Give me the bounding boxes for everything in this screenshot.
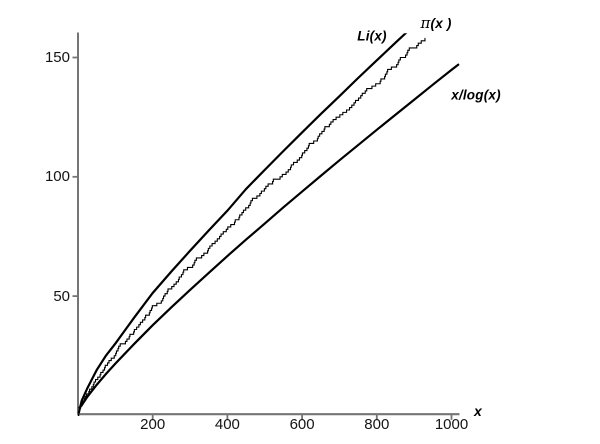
axes [72, 32, 460, 420]
xlog-curve [77, 63, 460, 410]
y-tick-label: 150 [44, 49, 70, 66]
pi-args: (x ) [430, 16, 452, 31]
x-tick-label: 800 [364, 416, 390, 433]
x-axis-title: x [474, 403, 482, 419]
y-tick-label: 50 [53, 287, 70, 305]
pi-symbol: π [420, 14, 431, 32]
pi-curve [78, 37, 426, 416]
curves [77, 33, 460, 416]
x-tick-label: 600 [289, 416, 315, 433]
y-tick-label: 100 [44, 168, 70, 186]
li-curve [77, 33, 408, 414]
pi-curve-label: π(x ) [420, 14, 451, 32]
x-tick-label: 200 [140, 416, 166, 433]
xlog-curve-label: x/log(x) [451, 87, 501, 103]
x-tick-label: 400 [214, 416, 240, 433]
li-curve-label: Li(x) [357, 28, 387, 44]
x-tick-label: 1000 [434, 416, 469, 433]
